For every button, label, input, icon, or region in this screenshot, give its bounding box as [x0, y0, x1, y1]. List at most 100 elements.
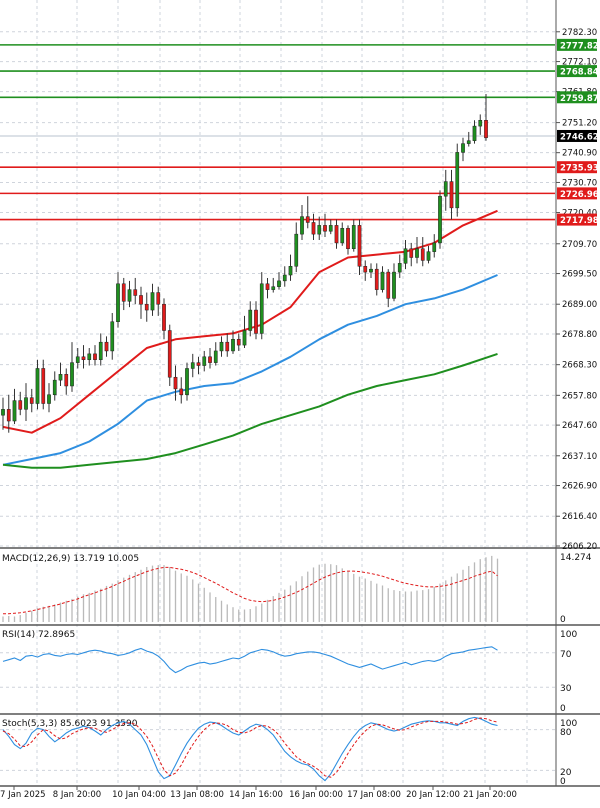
- candle-body: [75, 356, 80, 363]
- candle: [64, 368, 69, 395]
- price-tick-label: 2637.10: [562, 452, 597, 462]
- candle: [265, 277, 270, 299]
- candle-body: [357, 225, 362, 267]
- candle-body: [438, 195, 442, 244]
- candle: [392, 263, 396, 302]
- level-labels: 2777.82 2768.84 2759.87 2735.93 2726.96 2717.…: [557, 38, 599, 226]
- candle-body: [277, 280, 281, 287]
- candle: [311, 213, 316, 240]
- rsi-title: RSI(14) 72.8965: [2, 630, 75, 640]
- stoch-tick-80: 80: [560, 728, 572, 738]
- price-tick-label: 2751.20: [562, 119, 597, 129]
- candle: [334, 219, 339, 249]
- level-label-box: [557, 91, 597, 104]
- candle-body: [426, 251, 431, 261]
- candle: [41, 359, 46, 410]
- candle-body: [110, 321, 115, 352]
- level-label-box: [557, 213, 597, 226]
- candle-body: [127, 289, 132, 302]
- candle-body: [248, 309, 253, 331]
- candle: [75, 348, 80, 369]
- macd-signal-line: [3, 566, 498, 615]
- candle-body: [52, 379, 57, 395]
- time-tick-label: 16 Jan 00:00: [289, 790, 343, 800]
- candle-body: [484, 120, 488, 139]
- candle: [455, 143, 460, 217]
- candle: [18, 391, 23, 416]
- candle: [317, 216, 322, 240]
- candle-body: [167, 330, 172, 378]
- candle-body: [403, 248, 408, 264]
- rsi-pane: RSI(14) 72.8965 100 70 30 0: [2, 630, 577, 714]
- candle-body: [466, 140, 471, 144]
- candle-body: [305, 216, 310, 223]
- price-tick-label: 2626.90: [562, 482, 597, 492]
- candle-body: [185, 368, 189, 395]
- price-pane: 2782.302772.102761.802751.202740.902730.…: [0, 28, 599, 552]
- time-axis: 7 Jan 2025 8 Jan 20:00 10 Jan 04:00 13 Jan …: [0, 786, 517, 800]
- candle-body: [225, 341, 230, 352]
- candle-body: [1, 409, 5, 416]
- candle-body: [236, 339, 241, 346]
- macd-pane: MACD(12,26,9) 13.719 10.005 14.274 0: [2, 553, 592, 625]
- candle-body: [242, 330, 247, 346]
- candle-body: [409, 248, 414, 258]
- stoch-d-line: [2, 717, 498, 778]
- candle-body: [144, 303, 149, 311]
- level-label: 2768.84: [560, 68, 599, 78]
- candle: [357, 219, 362, 276]
- candle: [225, 333, 230, 357]
- candle: [208, 348, 212, 369]
- candle: [380, 266, 385, 293]
- candle: [282, 266, 287, 287]
- candle: [173, 365, 178, 401]
- candle-body: [219, 341, 224, 352]
- candle-body: [317, 225, 322, 235]
- level-label: 2735.93: [560, 164, 599, 174]
- candle-body: [386, 271, 391, 299]
- candle: [116, 272, 120, 328]
- candle: [443, 169, 448, 211]
- candle: [127, 280, 132, 308]
- candle-body: [300, 216, 304, 235]
- candle-body: [150, 292, 155, 311]
- candle-body: [29, 397, 34, 404]
- candle: [305, 196, 310, 229]
- candle-body: [259, 283, 264, 334]
- price-tick-label: 2668.30: [562, 361, 597, 371]
- candle-body: [449, 181, 454, 209]
- candle: [185, 362, 189, 401]
- candle: [104, 336, 109, 357]
- candle-body: [443, 181, 448, 197]
- level-label-box: [557, 38, 597, 51]
- time-tick-label: 20 Jan 12:00: [406, 790, 460, 800]
- level-label: 2726.96: [560, 190, 599, 200]
- candle-body: [18, 400, 23, 410]
- candle-body: [265, 283, 270, 290]
- candle: [254, 301, 258, 340]
- candle: [478, 114, 483, 135]
- candle-body: [351, 225, 356, 249]
- stoch-k-line: [2, 716, 498, 782]
- candle-body: [208, 356, 212, 363]
- rsi-tick-0: 0: [560, 704, 566, 714]
- candle: [294, 222, 299, 273]
- candle-body: [179, 388, 184, 395]
- candle-body: [455, 152, 460, 209]
- price-tick-label: 2720.40: [562, 209, 597, 219]
- candle-body: [133, 289, 138, 296]
- candle: [277, 272, 281, 290]
- macd-tick-max: 14.274: [560, 553, 592, 563]
- candle-body: [254, 309, 258, 334]
- candle: [363, 260, 368, 281]
- time-tick-label: 8 Jan 20:00: [53, 790, 101, 800]
- candle: [461, 137, 465, 162]
- candle: [35, 359, 40, 410]
- rsi-tick-70: 70: [560, 650, 572, 660]
- candle: [70, 342, 74, 392]
- candle: [236, 333, 241, 351]
- candle-body: [202, 356, 207, 366]
- candle-body: [271, 286, 276, 290]
